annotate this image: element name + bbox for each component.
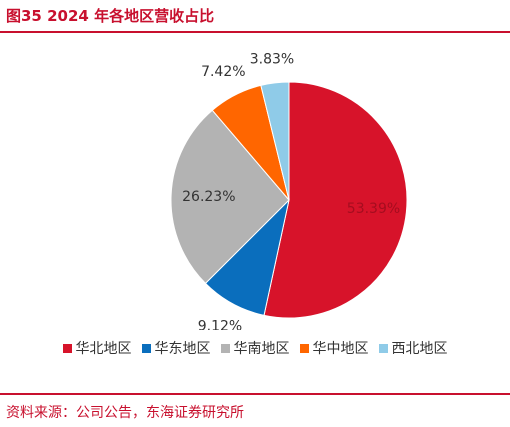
legend-swatch [378,343,388,353]
data-label: 7.42% [201,64,245,80]
legend-item: 华南地区 [220,338,290,358]
legend-swatch [62,343,72,353]
source-rule [0,393,510,395]
legend-label: 华南地区 [233,341,290,357]
chart-title: 图35 2024 年各地区营收占比 [6,7,215,25]
legend-swatch [141,343,151,353]
pie-slice [263,81,408,319]
pie-slice [260,81,290,201]
pie-slice [170,109,290,285]
legend-item: 华中地区 [299,338,369,358]
source-note: 资料来源：公司公告，东海证券研究所 [6,405,244,421]
legend-swatch [299,343,309,353]
legend-item: 华北地区 [62,338,132,358]
legend: 华北地区 华东地区 华南地区 华中地区 西北地区 [0,338,510,358]
pie-chart: 53.39% 9.12% 26.23% 7.42% 3.83% [170,51,408,330]
data-label: 26.23% [182,189,235,205]
legend-label: 华东地区 [154,341,211,357]
data-label: 3.83% [250,51,294,67]
title-rule [0,31,510,33]
data-label: 9.12% [198,318,242,330]
legend-item: 西北地区 [378,338,448,358]
legend-label: 华北地区 [75,341,132,357]
legend-item: 华东地区 [141,338,211,358]
data-label: 53.39% [347,201,400,217]
legend-swatch [220,343,230,353]
legend-label: 西北地区 [391,341,448,357]
legend-label: 华中地区 [312,341,369,357]
